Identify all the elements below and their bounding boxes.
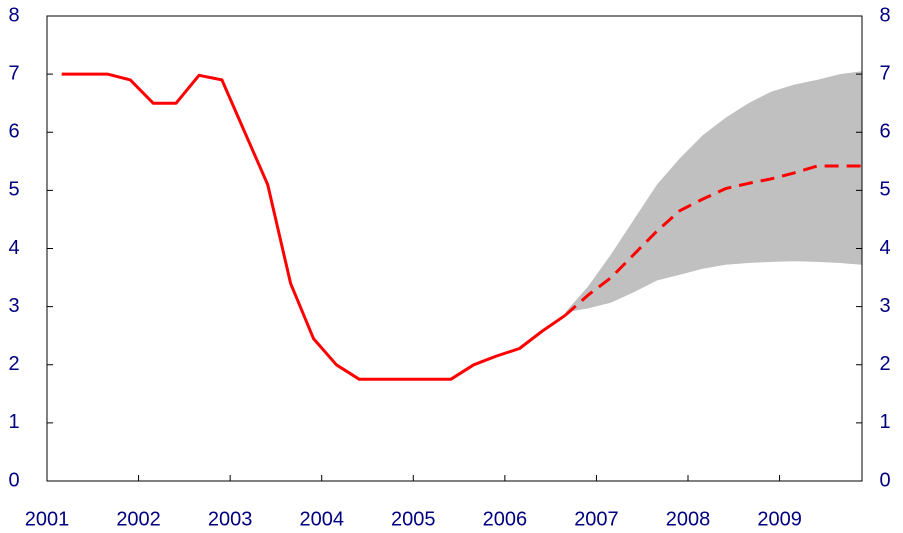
y-tick-label: 1: [8, 411, 19, 433]
y2-tick-label: 6: [879, 121, 890, 143]
y2-tick-label: 3: [879, 295, 890, 317]
y2-tick-label: 0: [879, 469, 890, 491]
x-tick-label: 2006: [483, 508, 528, 530]
x-tick-label: 2002: [116, 508, 161, 530]
x-tick-label: 2004: [299, 508, 344, 530]
y-tick-label: 5: [8, 179, 19, 201]
x-tick-label: 2005: [391, 508, 436, 530]
line-series: [564, 164, 862, 317]
y2-tick-label: 4: [879, 237, 890, 259]
y-tick-label: 8: [8, 4, 19, 26]
x-tick-label: 2008: [666, 508, 711, 530]
x-tick-label: 2009: [757, 508, 802, 530]
x-tick-label: 2003: [208, 508, 253, 530]
y2-tick-label: 1: [879, 411, 890, 433]
y2-tick-label: 2: [879, 353, 890, 375]
x-tick-label: 2007: [574, 508, 619, 530]
y-tick-label: 0: [8, 469, 19, 491]
y-tick-label: 2: [8, 353, 19, 375]
y-tick-label: 7: [8, 62, 19, 84]
y-tick-label: 6: [8, 121, 19, 143]
forecast-band: [565, 71, 862, 313]
y2-tick-label: 8: [879, 4, 890, 26]
x-tick-label: 2001: [25, 508, 70, 530]
line-series: [61, 72, 567, 381]
y2-tick-label: 7: [879, 62, 890, 84]
y2-tick-label: 5: [879, 179, 890, 201]
y-tick-label: 3: [8, 295, 19, 317]
y-tick-label: 4: [8, 237, 19, 259]
